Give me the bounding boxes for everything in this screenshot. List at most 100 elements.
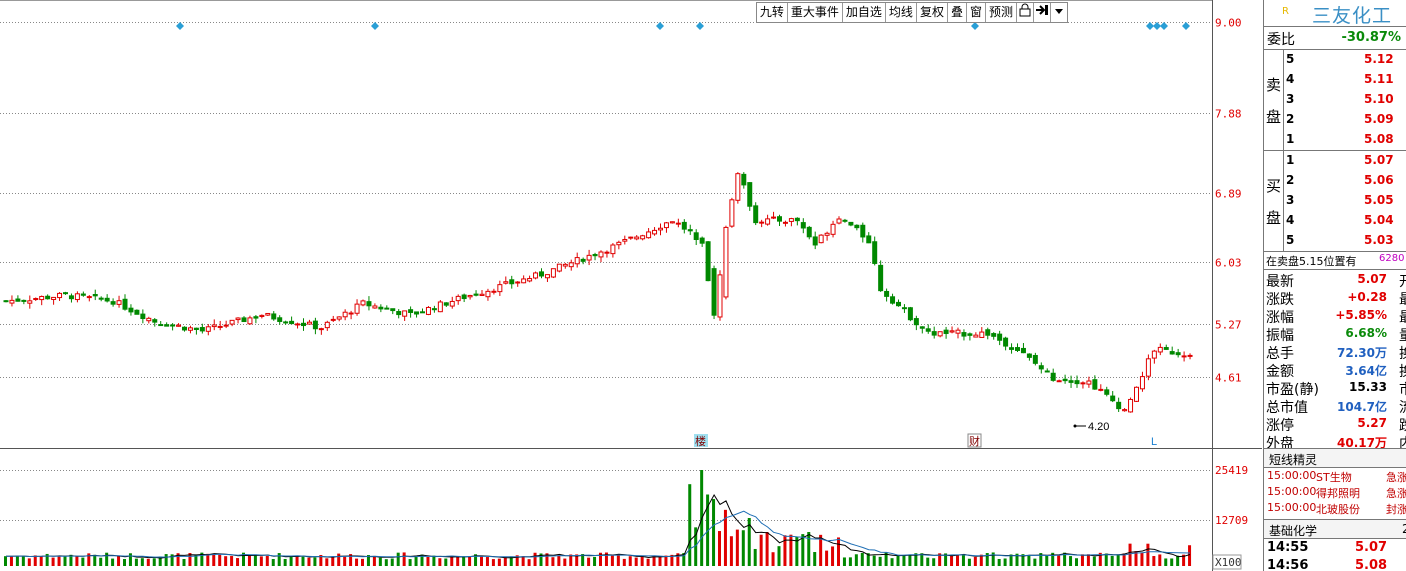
- dropdown-arrow-icon[interactable]: [1051, 3, 1067, 22]
- major-events-button[interactable]: 重大事件: [788, 3, 843, 22]
- low-price-label: 4.20: [1088, 421, 1109, 433]
- volume-bar: [1176, 555, 1180, 566]
- volume-bar: [819, 534, 823, 566]
- pin-icon[interactable]: [1034, 3, 1051, 22]
- volume-bar: [854, 554, 858, 566]
- volume-bar: [527, 559, 531, 566]
- window-button[interactable]: 窗: [967, 3, 986, 22]
- volume-bar: [837, 537, 840, 566]
- quote-value: 104.7亿: [1337, 400, 1387, 414]
- candle-body: [1098, 388, 1104, 391]
- candle-body: [705, 241, 711, 282]
- volume-bar: [164, 554, 168, 566]
- buy-level-4[interactable]: 4 5.04: [1286, 213, 1394, 227]
- volume-bar: [462, 556, 466, 566]
- short-sprite-header[interactable]: 短线精灵: [1264, 448, 1406, 468]
- volume-bar: [45, 553, 49, 566]
- volume-bar: [438, 558, 442, 566]
- volume-bar: [973, 556, 977, 566]
- alert-item[interactable]: 15:00:00 得邦照明 急涨: [1264, 484, 1406, 500]
- volume-bar: [1092, 556, 1096, 566]
- volume-bar: [480, 556, 483, 566]
- order-notice[interactable]: 在卖盘5.15位置有 6280: [1264, 252, 1406, 270]
- candle-body: [39, 295, 45, 301]
- candle-body: [658, 227, 663, 231]
- candle-body: [574, 257, 580, 265]
- volume-bar: [640, 555, 644, 566]
- candle-body: [824, 232, 830, 236]
- weibi-row: 委比 -30.87%: [1264, 27, 1406, 50]
- volume-bar: [569, 554, 573, 566]
- tick-row: 14:56 5.08: [1264, 557, 1406, 571]
- volume-bar: [825, 550, 829, 566]
- volume-bar: [926, 557, 930, 566]
- candle-body: [1122, 409, 1128, 412]
- buy-level-3[interactable]: 3 5.05: [1286, 193, 1394, 207]
- candle-body: [247, 317, 253, 325]
- volume-bar: [896, 554, 900, 566]
- volume-bar: [325, 558, 329, 566]
- jiuzhuan-button[interactable]: 九转: [757, 3, 788, 22]
- volume-bar: [729, 536, 733, 566]
- volume-bar: [39, 556, 43, 566]
- candle-body: [854, 224, 860, 229]
- candle-body: [997, 333, 1003, 341]
- volume-bar: [105, 552, 109, 566]
- candle-body: [1020, 347, 1026, 354]
- buy-level-5[interactable]: 5 5.03: [1286, 233, 1394, 247]
- candle-body: [235, 317, 241, 321]
- candle-body: [1134, 386, 1139, 402]
- alert-item[interactable]: 15:00:00 ST生物 急涨: [1264, 468, 1406, 484]
- candle-body: [45, 295, 51, 300]
- sell-level-5[interactable]: 5 5.12: [1286, 52, 1394, 66]
- volume-bar: [753, 548, 757, 566]
- volume-bar: [991, 552, 995, 566]
- stock-name[interactable]: 三友化工: [1312, 5, 1393, 27]
- sell-level-1[interactable]: 1 5.08: [1286, 132, 1394, 146]
- candle-body: [57, 292, 63, 299]
- volume-bar: [1080, 554, 1084, 566]
- sector-header[interactable]: 基础化学 2: [1264, 519, 1406, 539]
- event-diamond-icon: [1146, 22, 1154, 30]
- volume-bar: [236, 558, 240, 566]
- adjust-price-button[interactable]: 复权: [917, 3, 948, 22]
- volume-bar: [860, 552, 864, 566]
- tick-time: 14:55: [1267, 540, 1309, 555]
- sell-level-4[interactable]: 4 5.11: [1286, 72, 1394, 86]
- buy-level-1[interactable]: 1 5.07: [1286, 153, 1394, 167]
- quote-cut-label: 市: [1399, 379, 1406, 399]
- volume-bar: [1110, 555, 1114, 566]
- candle-body: [1080, 382, 1086, 385]
- candle-body: [229, 319, 235, 325]
- quote-label: 振幅: [1266, 328, 1294, 344]
- kline-chart-area[interactable]: 9.00 7.88 6.89 6.03 5.27 4.61 25419 12709 X100 4.…: [0, 0, 1262, 571]
- volume-bar: [515, 555, 519, 566]
- candle-body: [628, 236, 634, 239]
- sell-level-2[interactable]: 2 5.09: [1286, 112, 1394, 126]
- forecast-button[interactable]: 预测: [986, 3, 1017, 22]
- overlay-button[interactable]: 叠: [948, 3, 967, 22]
- candle-body: [890, 296, 896, 304]
- quote-row-7: 总市值 104.7亿流: [1264, 397, 1406, 416]
- candle-body: [217, 325, 223, 328]
- sell-level-3[interactable]: 3 5.10: [1286, 92, 1394, 106]
- price-axis-label: 6.03: [1215, 257, 1242, 270]
- candle-body: [9, 299, 15, 304]
- add-watchlist-button[interactable]: 加自选: [843, 3, 886, 22]
- buy-level-2[interactable]: 2 5.06: [1286, 173, 1394, 187]
- candle-body: [1062, 378, 1068, 382]
- volume-bar: [979, 554, 983, 566]
- candle-body: [562, 263, 568, 267]
- volume-bar: [759, 534, 763, 566]
- volume-bar: [1027, 555, 1031, 566]
- volume-bar: [366, 555, 370, 566]
- alert-item[interactable]: 15:00:00 北玻股份 封涨: [1264, 500, 1406, 516]
- quote-row-2: 涨幅 +5.85% 最: [1264, 307, 1406, 326]
- moving-average-button[interactable]: 均线: [886, 3, 917, 22]
- kline-chart-svg[interactable]: 9.00 7.88 6.89 6.03 5.27 4.61 25419 12709 X100 4.…: [0, 0, 1262, 571]
- lock-icon[interactable]: [1017, 3, 1034, 22]
- volume-bar: [27, 558, 31, 566]
- low-pointer-dot: [1073, 424, 1077, 428]
- candle-body: [425, 306, 431, 315]
- volume-bar: [123, 559, 126, 566]
